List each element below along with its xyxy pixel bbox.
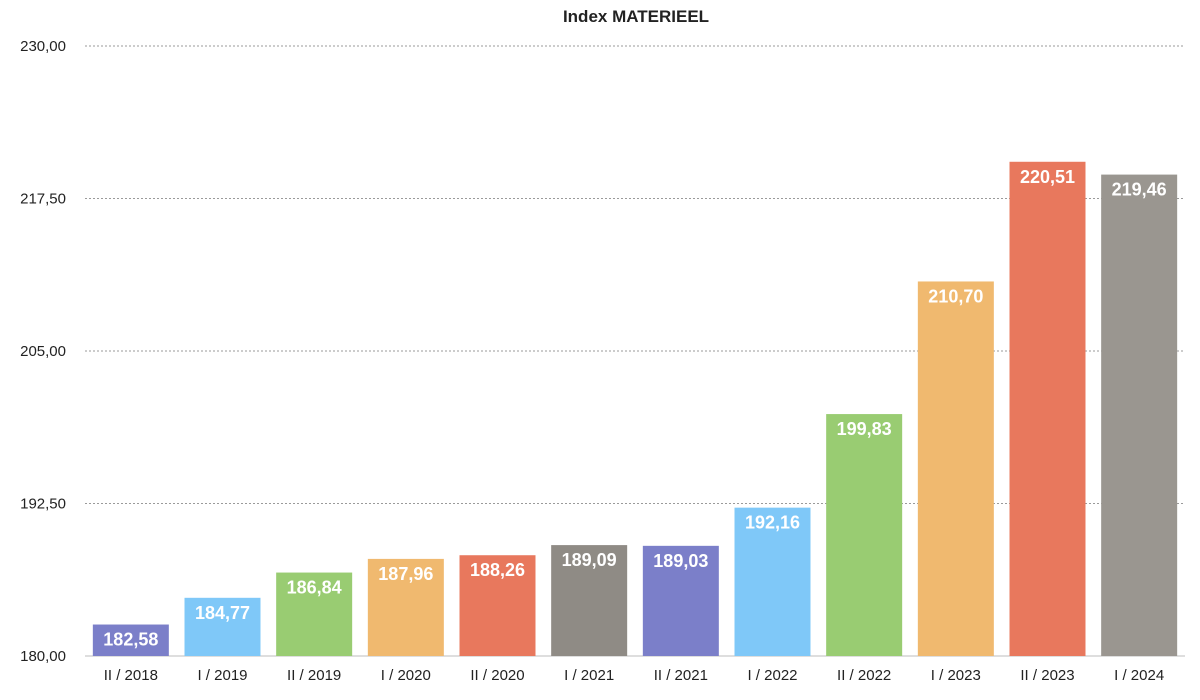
data-label: 192,16 [745,513,800,533]
bar [367,558,444,656]
x-tick-label: II / 2021 [654,667,708,684]
x-tick-label: II / 2023 [1020,667,1074,684]
data-label: 220,51 [1020,167,1075,187]
bar [917,281,994,656]
x-tick-label: I / 2020 [381,667,431,684]
y-tick-label: 180,00 [20,648,66,665]
bar [92,624,169,656]
x-axis-ticks: II / 2018 I / 2019 II / 2019 I / 2020 II / 2… [104,667,1164,684]
data-label: 189,03 [653,551,708,571]
grid-lines [85,45,1185,657]
y-tick-label: 217,50 [20,191,66,208]
y-tick-label: 205,00 [20,343,66,360]
data-label: 210,70 [928,286,983,306]
x-tick-label: I / 2023 [931,667,981,684]
x-tick-label: II / 2018 [104,667,158,684]
x-tick-label: I / 2022 [747,667,797,684]
y-tick-label: 192,50 [20,496,66,513]
data-label: 187,96 [378,564,433,584]
chart-title: Index MATERIEEL [563,7,709,26]
bar [459,555,536,656]
bar [1009,161,1086,656]
data-label: 186,84 [287,578,342,598]
data-labels: 182,58 184,77 186,84 187,96 188,26 189,09 189,… [103,167,1166,650]
data-label: 184,77 [195,603,250,623]
bar [826,414,903,656]
data-label: 199,83 [837,419,892,439]
x-tick-label: II / 2019 [287,667,341,684]
bar [642,545,719,656]
x-tick-label: I / 2024 [1114,667,1164,684]
bars [92,161,1178,656]
bar [734,507,811,656]
bar [184,597,261,656]
y-axis-ticks: 180,00 192,50 205,00 217,50 230,00 [20,38,66,665]
data-label: 219,46 [1112,180,1167,200]
x-tick-label: I / 2019 [197,667,247,684]
data-label: 182,58 [103,630,158,650]
data-label: 188,26 [470,560,525,580]
x-tick-label: II / 2022 [837,667,891,684]
bar [551,545,628,656]
x-tick-label: II / 2020 [470,667,524,684]
y-tick-label: 230,00 [20,38,66,55]
data-label: 189,09 [562,550,617,570]
x-tick-label: I / 2021 [564,667,614,684]
bar [1101,174,1178,656]
bar [276,572,353,656]
